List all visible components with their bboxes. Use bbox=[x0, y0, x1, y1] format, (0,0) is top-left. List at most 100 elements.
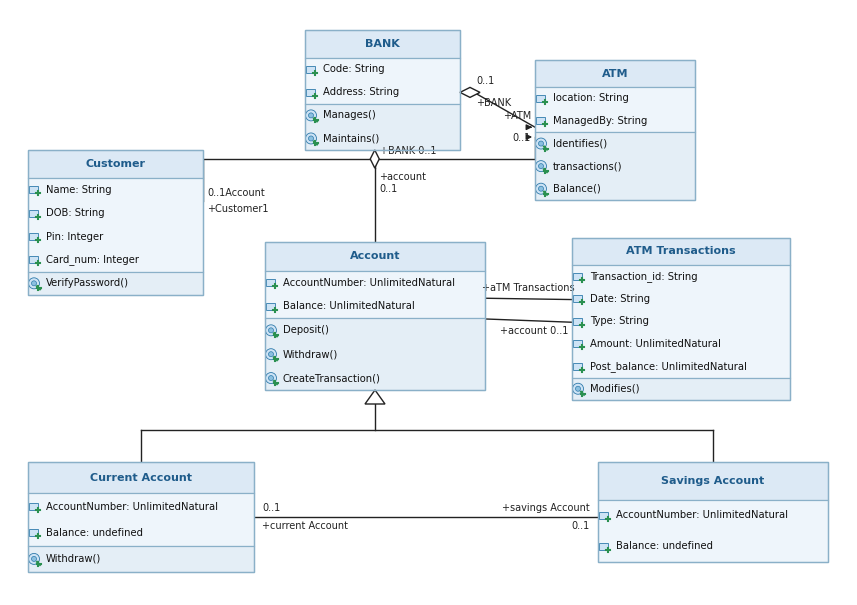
Bar bbox=[265, 318, 485, 390]
Bar bbox=[28, 150, 203, 295]
Text: Type: String: Type: String bbox=[590, 316, 649, 326]
Text: BANK: BANK bbox=[365, 39, 400, 49]
Bar bbox=[572, 238, 790, 265]
Bar bbox=[600, 512, 608, 518]
Text: +aTM Transactions: +aTM Transactions bbox=[482, 283, 575, 293]
Bar bbox=[573, 273, 583, 280]
Circle shape bbox=[28, 278, 39, 289]
Text: Balance: undefined: Balance: undefined bbox=[616, 541, 713, 551]
Bar bbox=[535, 87, 695, 132]
Polygon shape bbox=[365, 390, 385, 404]
Text: +Customer1: +Customer1 bbox=[207, 204, 268, 214]
Text: Withdraw(): Withdraw() bbox=[46, 554, 101, 564]
Circle shape bbox=[28, 554, 39, 564]
Text: Amount: UnlimitedNatural: Amount: UnlimitedNatural bbox=[590, 339, 721, 348]
Text: AccountNumber: UnlimitedNatural: AccountNumber: UnlimitedNatural bbox=[283, 278, 455, 287]
Text: Transaction_id: String: Transaction_id: String bbox=[590, 271, 698, 282]
Bar bbox=[265, 242, 485, 390]
Bar bbox=[29, 503, 39, 510]
Text: ManagedBy: String: ManagedBy: String bbox=[553, 116, 647, 126]
Circle shape bbox=[538, 163, 543, 169]
Bar bbox=[535, 132, 695, 200]
Text: Card_num: Integer: Card_num: Integer bbox=[46, 255, 139, 266]
Bar bbox=[29, 257, 39, 263]
Bar bbox=[29, 210, 39, 217]
Text: +current Account: +current Account bbox=[262, 521, 348, 531]
Text: 0..1Account: 0..1Account bbox=[207, 188, 265, 198]
Text: Withdraw(): Withdraw() bbox=[283, 349, 339, 359]
Bar bbox=[29, 233, 39, 240]
Bar bbox=[265, 242, 485, 270]
Text: Balance: undefined: Balance: undefined bbox=[46, 528, 143, 538]
Circle shape bbox=[268, 328, 273, 333]
Bar bbox=[305, 104, 460, 150]
Circle shape bbox=[266, 373, 277, 384]
Text: Balance: UnlimitedNatural: Balance: UnlimitedNatural bbox=[283, 301, 415, 312]
Text: +account: +account bbox=[379, 172, 426, 182]
Text: +BANK 0..1: +BANK 0..1 bbox=[380, 146, 436, 156]
Bar bbox=[572, 238, 790, 400]
Text: Manages(): Manages() bbox=[323, 110, 375, 120]
Text: AccountNumber: UnlimitedNatural: AccountNumber: UnlimitedNatural bbox=[616, 510, 788, 520]
Text: Address: String: Address: String bbox=[323, 87, 399, 97]
Text: +ATM: +ATM bbox=[503, 111, 531, 121]
Circle shape bbox=[266, 348, 277, 360]
Text: VerifyPassword(): VerifyPassword() bbox=[46, 278, 129, 289]
Bar bbox=[267, 279, 275, 286]
Circle shape bbox=[536, 183, 547, 194]
Text: +savings Account: +savings Account bbox=[502, 503, 590, 513]
Text: ATM Transactions: ATM Transactions bbox=[626, 246, 736, 257]
Circle shape bbox=[266, 325, 277, 336]
Bar bbox=[28, 546, 254, 572]
Bar bbox=[573, 295, 583, 302]
Bar bbox=[573, 363, 583, 370]
Bar bbox=[536, 95, 546, 102]
Circle shape bbox=[576, 386, 580, 391]
Bar bbox=[573, 318, 583, 325]
Circle shape bbox=[536, 138, 547, 149]
Text: 0..1: 0..1 bbox=[572, 521, 590, 531]
Circle shape bbox=[268, 352, 273, 357]
Bar bbox=[573, 340, 583, 347]
Bar bbox=[535, 60, 695, 87]
Text: 0..1: 0..1 bbox=[379, 184, 398, 194]
Bar bbox=[307, 66, 315, 73]
Text: +account 0..1: +account 0..1 bbox=[500, 326, 568, 336]
Bar bbox=[572, 378, 790, 400]
Bar bbox=[305, 30, 460, 57]
Circle shape bbox=[32, 557, 37, 561]
Bar bbox=[536, 117, 546, 125]
Circle shape bbox=[538, 186, 543, 191]
Text: 0..1: 0..1 bbox=[512, 133, 531, 143]
Text: +BANK: +BANK bbox=[476, 99, 511, 108]
Text: transactions(): transactions() bbox=[553, 161, 622, 171]
Polygon shape bbox=[460, 87, 480, 97]
Bar bbox=[28, 178, 203, 272]
Text: Deposit(): Deposit() bbox=[283, 325, 329, 335]
Circle shape bbox=[305, 110, 316, 121]
Circle shape bbox=[538, 141, 543, 146]
Bar bbox=[29, 186, 39, 193]
Bar bbox=[598, 500, 828, 562]
Text: Account: Account bbox=[350, 251, 400, 261]
Bar bbox=[305, 30, 460, 150]
Bar bbox=[598, 462, 828, 562]
Polygon shape bbox=[370, 150, 380, 168]
Circle shape bbox=[32, 281, 37, 286]
Circle shape bbox=[309, 113, 314, 118]
Text: Pin: Integer: Pin: Integer bbox=[46, 232, 103, 241]
Circle shape bbox=[305, 133, 316, 144]
Bar bbox=[267, 303, 275, 310]
Bar bbox=[28, 462, 254, 494]
Circle shape bbox=[536, 161, 547, 172]
Text: location: String: location: String bbox=[553, 93, 629, 103]
Bar bbox=[600, 543, 608, 550]
Text: AccountNumber: UnlimitedNatural: AccountNumber: UnlimitedNatural bbox=[46, 502, 218, 511]
Circle shape bbox=[572, 383, 584, 394]
Bar bbox=[28, 494, 254, 546]
Text: ATM: ATM bbox=[602, 68, 628, 79]
Circle shape bbox=[268, 376, 273, 381]
Circle shape bbox=[309, 136, 314, 141]
Text: Code: String: Code: String bbox=[323, 64, 385, 74]
Text: 0..1: 0..1 bbox=[262, 503, 280, 513]
